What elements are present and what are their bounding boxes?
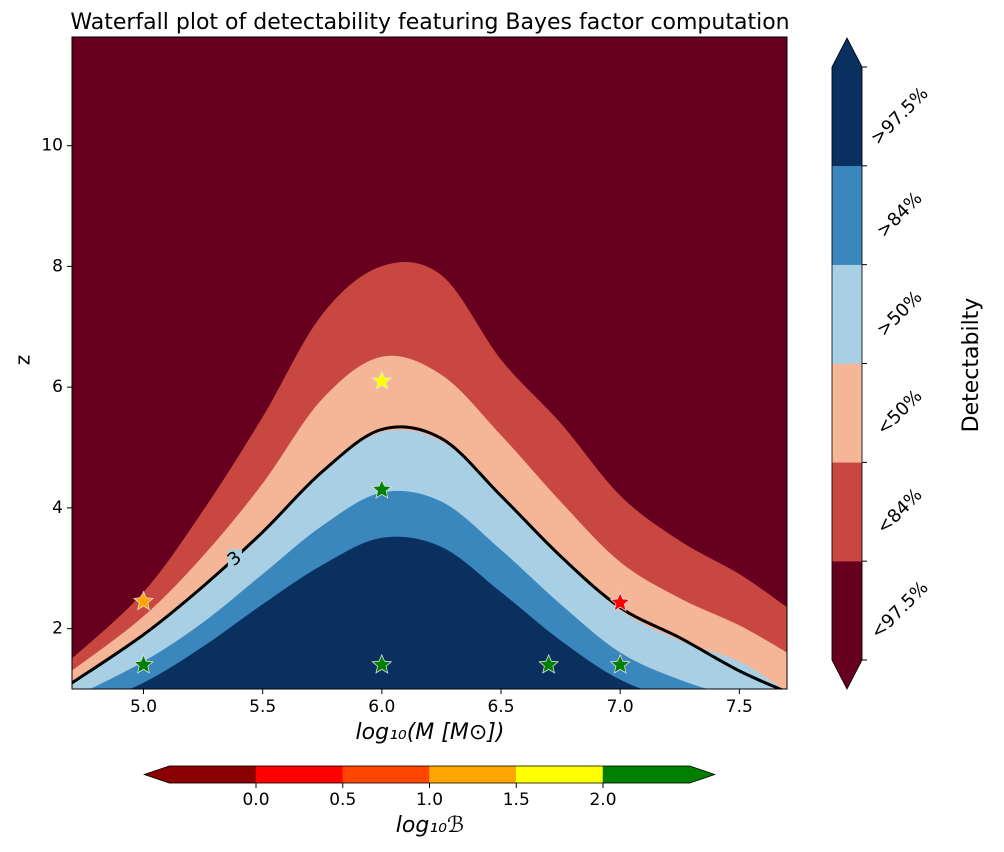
colorbar-segment xyxy=(831,37,863,167)
colorbar-segment xyxy=(831,363,863,463)
colorbar-label: <50% xyxy=(873,386,927,440)
colorbar-segment xyxy=(831,462,863,562)
x-tick-label: 7.5 xyxy=(726,697,753,717)
bayes-colorbar-segment xyxy=(342,765,430,784)
bayes-colorbar-segment xyxy=(429,765,517,784)
bayes-colorbar-tick-label: 1.5 xyxy=(503,790,530,810)
colorbar-label: >97.5% xyxy=(867,83,933,149)
y-tick-label: 4 xyxy=(52,498,63,518)
bayes-colorbar-tick-label: 1.0 xyxy=(416,790,443,810)
bayes-colorbar-label: log₁₀ℬ xyxy=(396,813,464,838)
x-tick-label: 7.0 xyxy=(607,697,634,717)
colorbar-label: Detectabilty xyxy=(959,298,984,433)
colorbar-segment xyxy=(831,560,863,690)
bayes-colorbar-segment xyxy=(255,765,343,784)
star-marker xyxy=(609,591,631,612)
bayes-colorbar-frame xyxy=(143,765,716,784)
x-axis-label: log₁₀(M [M⊙]) xyxy=(356,720,505,745)
chart-title: Waterfall plot of detectability featurin… xyxy=(70,10,789,35)
colorbar-label: <84% xyxy=(873,484,927,538)
contour-line xyxy=(72,425,784,689)
x-tick-label: 5.0 xyxy=(130,697,157,717)
star-marker xyxy=(133,590,154,611)
y-tick-label: 6 xyxy=(52,377,63,397)
colorbar-label: >84% xyxy=(873,188,927,242)
star-marker xyxy=(371,370,393,391)
colorbar-label: >50% xyxy=(873,287,927,341)
colorbar-segment xyxy=(831,264,863,364)
contour-label-bg xyxy=(227,549,242,570)
star-marker xyxy=(609,653,631,674)
plot-frame xyxy=(71,36,788,690)
x-tick-label: 6.5 xyxy=(487,697,514,717)
y-tick-label: 2 xyxy=(52,619,63,639)
contour-band xyxy=(130,536,642,689)
bayes-colorbar-tick-label: 0.0 xyxy=(242,790,269,810)
colorbar-label: <97.5% xyxy=(867,577,933,643)
bayes-colorbar-tick-label: 0.5 xyxy=(329,790,356,810)
y-tick-label: 8 xyxy=(52,256,63,276)
star-marker xyxy=(371,653,393,674)
colorbar-segment xyxy=(831,165,863,265)
bayes-colorbar-segment xyxy=(516,765,604,784)
plot-area: 3 xyxy=(72,37,787,689)
x-tick-label: 6.0 xyxy=(368,697,395,717)
x-tick-label: 5.5 xyxy=(249,697,276,717)
bayes-colorbar-tick-label: 2.0 xyxy=(589,790,616,810)
y-tick-label: 10 xyxy=(41,136,63,156)
star-marker xyxy=(538,653,560,674)
star-marker xyxy=(133,653,154,674)
star-marker xyxy=(371,478,393,499)
y-axis-label: z xyxy=(11,355,35,366)
